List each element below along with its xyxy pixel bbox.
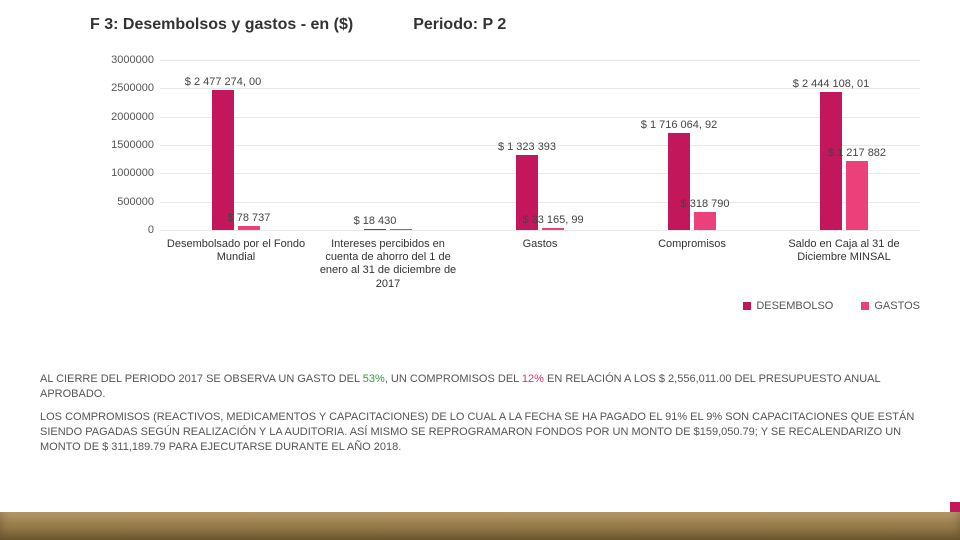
category-label: Gastos	[468, 238, 612, 251]
y-tick-label: 3000000	[111, 54, 154, 66]
slide: { "header": { "title": "F 3: Desembolsos…	[0, 0, 960, 540]
bar	[694, 212, 716, 230]
grid-line	[160, 117, 920, 118]
y-tick-label: 1000000	[111, 167, 154, 179]
legend-item-desembolso: DESEMBOLSO	[743, 300, 833, 312]
text: , UN COMPROMISOS DEL	[385, 373, 522, 385]
y-tick-label: 1500000	[111, 139, 154, 151]
paragraph-2: LOS COMPROMISOS (REACTIVOS, MEDICAMENTOS…	[40, 410, 920, 455]
value-label: $ 2 444 108, 01	[793, 78, 869, 90]
y-axis: 0500000100000015000002000000250000030000…	[90, 60, 160, 230]
title-main: F 3: Desembolsos y gastos - en ($)	[90, 16, 353, 34]
grid-line	[160, 230, 920, 231]
bar	[364, 229, 386, 230]
bar	[542, 228, 564, 230]
text: AL CIERRE DEL PERIODO 2017 SE OBSERVA UN…	[40, 373, 363, 385]
legend-swatch	[743, 302, 751, 310]
legend-item-gastos: GASTOS	[861, 300, 920, 312]
value-label: $ 78 737	[228, 212, 271, 224]
value-label: $ 1 217 882	[828, 147, 886, 159]
legend-label: DESEMBOLSO	[756, 300, 833, 312]
value-label: $ 1 716 064, 92	[641, 119, 717, 131]
y-tick-label: 2000000	[111, 111, 154, 123]
bar	[820, 92, 842, 230]
category-label: Saldo en Caja al 31 de Diciembre MINSAL	[772, 238, 916, 264]
y-tick-label: 0	[148, 224, 154, 236]
plot-area: $ 2 477 274, 00 $ 78 737 $ 18 430 $ 1 323 3…	[160, 60, 920, 230]
value-label: $ 318 790	[681, 198, 730, 210]
bar	[238, 226, 260, 230]
value-label: $ 33 165, 99	[522, 214, 583, 226]
grid-line	[160, 60, 920, 61]
bar	[212, 90, 234, 230]
category-label: Compromisos	[620, 238, 764, 251]
grid-line	[160, 173, 920, 174]
footer-bar	[0, 512, 960, 540]
bar	[846, 161, 868, 230]
y-tick-label: 500000	[117, 196, 154, 208]
value-label: $ 18 430	[354, 215, 397, 227]
value-label: $ 1 323 393	[498, 141, 556, 153]
grid-line	[160, 202, 920, 203]
x-axis-labels: Desembolsado por el Fondo Mundial Interes…	[160, 238, 920, 293]
legend-swatch	[861, 302, 869, 310]
bar-chart: 0500000100000015000002000000250000030000…	[90, 60, 920, 285]
accent-block	[950, 502, 960, 512]
category-label: Intereses percibidos en cuenta de ahorro…	[316, 238, 460, 291]
header: F 3: Desembolsos y gastos - en ($) Perio…	[90, 16, 920, 34]
legend: DESEMBOLSO GASTOS	[743, 300, 920, 312]
value-label: $ 2 477 274, 00	[185, 76, 261, 88]
highlight-pct-compromisos: 12%	[522, 373, 544, 385]
paragraph-1: AL CIERRE DEL PERIODO 2017 SE OBSERVA UN…	[40, 372, 920, 402]
y-tick-label: 2500000	[111, 82, 154, 94]
legend-label: GASTOS	[874, 300, 920, 312]
highlight-pct-gasto: 53%	[363, 373, 385, 385]
bar	[668, 133, 690, 230]
category-label: Desembolsado por el Fondo Mundial	[164, 238, 308, 264]
bar	[390, 229, 412, 230]
title-period: Periodo: P 2	[413, 16, 506, 34]
